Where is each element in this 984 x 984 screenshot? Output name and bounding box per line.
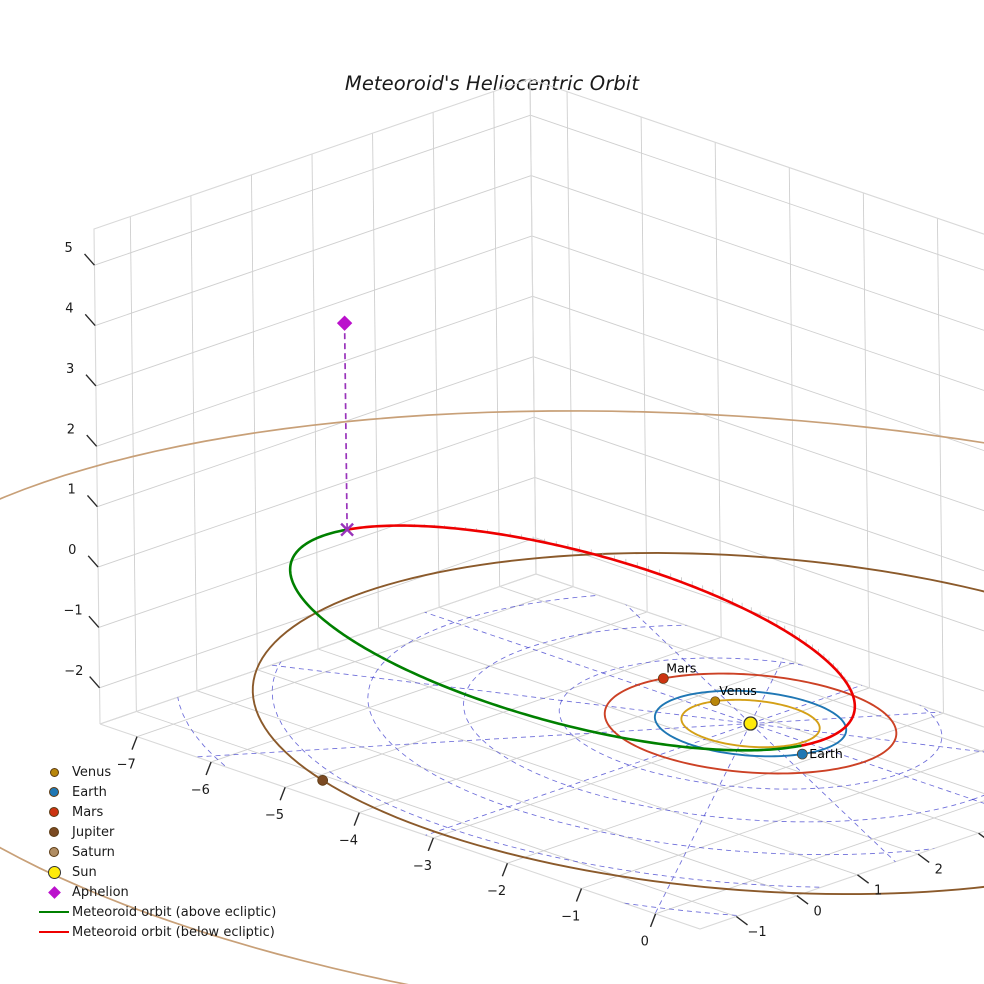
z-tick-label: −1 <box>64 603 83 618</box>
z-tick-label: 0 <box>68 543 76 558</box>
legend-item-label: Meteoroid orbit (below ecliptic) <box>72 924 275 940</box>
legend-item-label: Mars <box>72 804 104 820</box>
legend-item-label: Saturn <box>72 844 115 860</box>
orbit-jupiter <box>251 552 984 896</box>
y-tick-label: 2 <box>935 863 943 878</box>
legend-marker-diamond <box>47 885 61 899</box>
page-title: Meteoroid's Heliocentric Orbit <box>344 72 640 95</box>
aphelion-marker <box>336 315 353 331</box>
z-tick-label: −2 <box>64 664 83 679</box>
legend-item-mars[interactable]: Mars <box>36 802 306 822</box>
z-tick-label: 3 <box>66 362 74 377</box>
axis-ticks <box>84 253 984 928</box>
body-markers <box>317 673 808 786</box>
body-label-venus: Venus <box>719 683 757 698</box>
body-marker-jupiter <box>317 774 329 786</box>
x-tick-label: −3 <box>413 859 432 874</box>
planet-dot-icon <box>36 782 72 802</box>
x-tick-label: −2 <box>487 884 506 899</box>
planet-dot-icon <box>36 842 72 862</box>
planet-dot-icon <box>36 822 72 842</box>
legend-marker-dot <box>49 807 59 817</box>
legend-item-meteoroid-orbit-below[interactable]: Meteoroid orbit (below ecliptic) <box>36 922 306 942</box>
legend-marker-dot <box>49 827 59 837</box>
body-label-mars: Mars <box>666 660 696 675</box>
legend-marker-dot <box>49 787 59 797</box>
y-tick-label: 0 <box>814 904 822 919</box>
z-tick-label: 4 <box>65 302 73 317</box>
legend-item-earth[interactable]: Earth <box>36 782 306 802</box>
legend-item-label: Venus <box>72 764 112 780</box>
legend-marker-dot <box>49 767 59 777</box>
line-swatch-icon <box>36 902 72 922</box>
aphelion-marker-group <box>336 315 354 537</box>
diamond-icon <box>36 882 72 902</box>
line-swatch-icon <box>36 922 72 942</box>
legend-item-saturn[interactable]: Saturn <box>36 842 306 862</box>
y-tick-label: −1 <box>748 925 767 940</box>
meteoroid-orbit <box>288 524 857 752</box>
legend-item-label: Aphelion <box>72 884 129 900</box>
orbit-saturn <box>0 410 984 984</box>
body-marker-mars <box>657 673 669 684</box>
legend-item-venus[interactable]: Venus <box>36 762 306 782</box>
body-marker-venus <box>710 696 721 707</box>
x-tick-label: −5 <box>265 808 284 823</box>
legend-item-label: Sun <box>72 864 97 880</box>
legend-item-meteoroid-orbit-above[interactable]: Meteoroid orbit (above ecliptic) <box>36 902 306 922</box>
x-tick-label: −6 <box>191 783 210 798</box>
legend-marker-dot <box>49 847 59 857</box>
planet-dot-icon <box>36 802 72 822</box>
legend-item-sun[interactable]: Sun <box>36 862 306 882</box>
planet-orbits <box>0 410 984 984</box>
legend-marker-line <box>39 931 69 933</box>
sun-icon <box>36 862 72 882</box>
legend-item-label: Meteoroid orbit (above ecliptic) <box>72 904 277 920</box>
body-marker-sun <box>743 716 758 731</box>
z-tick-label: 1 <box>67 483 75 498</box>
aphelion-projection-marker <box>340 522 354 537</box>
legend-marker-dot <box>47 865 61 879</box>
orbit-mars <box>603 672 898 775</box>
x-tick-label: −4 <box>339 834 358 849</box>
orbit-earth <box>653 689 848 758</box>
z-tick-label: 5 <box>65 241 73 256</box>
body-labels: MarsVenusEarthSaturn <box>666 660 843 761</box>
legend-item-jupiter[interactable]: Jupiter <box>36 822 306 842</box>
z-tick-label: 2 <box>67 422 75 437</box>
x-tick-label: −7 <box>117 758 136 773</box>
body-marker-earth <box>796 748 808 760</box>
orbit-venus <box>680 698 821 749</box>
legend-item-label: Earth <box>72 784 107 800</box>
legend-item-label: Jupiter <box>72 824 115 840</box>
y-tick-label: 1 <box>874 883 882 898</box>
legend: Venus Earth Mars Jupiter Saturn Sun Aphelion Me… <box>36 762 306 942</box>
axis-tick-labels: −7−6−5−4−3−2−10−1012345543210−1−2 <box>64 241 943 950</box>
legend-marker-line <box>39 911 69 913</box>
x-tick-label: 0 <box>641 935 649 950</box>
planet-dot-icon <box>36 762 72 782</box>
body-label-earth: Earth <box>809 746 843 761</box>
x-tick-label: −1 <box>561 909 580 924</box>
legend-item-aphelion[interactable]: Aphelion <box>36 882 306 902</box>
